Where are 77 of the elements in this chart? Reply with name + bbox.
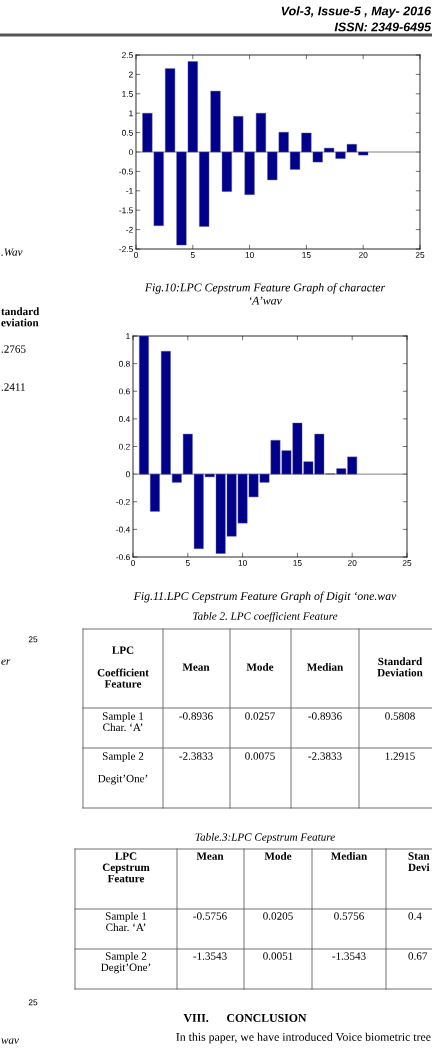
text: 0.5756 — [334, 912, 364, 920]
y-tick-label: -1.5 — [119, 207, 133, 214]
x-tick-label: 0 — [134, 252, 138, 258]
text: -1.3543 — [193, 952, 227, 960]
y-tick-label: 0.6 — [118, 388, 130, 395]
y-tick-label: 1 — [129, 110, 133, 117]
x-tick-label: 20 — [347, 560, 357, 566]
text: .2765 — [1, 345, 26, 353]
text: ISSN: 2349-6495 — [334, 22, 432, 32]
y-tick-label: 0 — [125, 471, 130, 478]
text: Stan Devi — [408, 852, 430, 872]
y-tick-label: -0.4 — [116, 526, 130, 533]
y-tick-label: -1 — [126, 188, 133, 194]
text: Standard Deviation — [377, 657, 423, 677]
y-tick-label: 0.4 — [118, 416, 130, 422]
text: 0.0051 — [263, 952, 293, 960]
text: Vol-3, Issue-5 , May- 2016 — [281, 6, 432, 18]
text: VIII. CONCLUSION — [183, 1014, 307, 1023]
y-tick-label: 1.5 — [122, 91, 133, 97]
text: Mean — [182, 663, 210, 671]
text: Sample 1 Char. ‘A’ — [102, 712, 144, 732]
y-tick-label: 1 — [126, 333, 130, 340]
text: -2.3833 — [308, 752, 342, 760]
text: 1.2915 — [385, 752, 415, 760]
text: 0.0257 — [245, 712, 275, 720]
x-tick-label: 15 — [293, 560, 302, 566]
y-tick-label: -0.5 — [119, 168, 133, 175]
text: Fig.10:LPC Cepstrum Feature Graph of character ‘A’wav — [144, 283, 386, 305]
text: Sample 1 Char. ‘A’ — [105, 912, 147, 932]
x-tick-label: 25 — [402, 560, 412, 566]
text: Mode — [246, 662, 274, 671]
x-tick-label: 20 — [358, 252, 368, 258]
text: LPC Coefficient Feature — [97, 646, 149, 688]
y-tick-label: 2.5 — [122, 52, 133, 59]
x-tick-label: 10 — [245, 252, 254, 258]
text: tandard eviation — [1, 307, 40, 327]
caption: Table 2. LPC coefficient Feature — [193, 611, 338, 623]
text: Median — [306, 662, 344, 671]
text: LPC Cepstrum Feature — [102, 852, 150, 883]
text: .Wav — [1, 248, 23, 256]
y-tick-label: -2.5 — [119, 246, 133, 253]
text: .2411 — [1, 383, 25, 391]
text: -1.3543 — [332, 952, 366, 960]
y-tick-label: 0.8 — [118, 360, 130, 367]
text: In this paper, we have introduced Voice biometric tree — [176, 1032, 431, 1044]
y-tick-label: -2 — [126, 226, 133, 233]
text: Sample 2 Degit’One’ — [98, 752, 148, 785]
text: Table.3:LPC Cepstrum Feature — [195, 832, 335, 844]
y-tick-label: -0.6 — [116, 554, 130, 561]
y-tick-label: 2 — [129, 71, 133, 78]
text: Sample 2 Degit’One’ — [101, 952, 151, 974]
text: er — [1, 659, 11, 665]
text: Median — [330, 852, 368, 860]
text: -0.8936 — [308, 712, 342, 720]
text: 0.0075 — [245, 752, 275, 760]
text: -2.3833 — [179, 752, 213, 760]
text: -0.8936 — [179, 712, 213, 720]
x-tick-label: 10 — [238, 560, 247, 566]
x-tick-label: 15 — [302, 252, 311, 258]
y-tick-label: -0.2 — [116, 498, 130, 505]
text: 0.67 — [408, 952, 428, 960]
y-tick-label: 0.2 — [118, 443, 130, 450]
text: 0.5808 — [385, 712, 415, 720]
x-tick-label: 5 — [190, 252, 195, 258]
text: 25 — [28, 636, 38, 643]
text: wav — [1, 1038, 19, 1044]
text: Fig.11.LPC Cepstrum Feature Graph of Digit ‘one.wav — [133, 591, 397, 603]
text: 25 — [28, 999, 38, 1006]
text: Mean — [196, 852, 224, 860]
y-tick-label: 0 — [128, 149, 133, 156]
text: 0.4 — [408, 912, 422, 920]
x-tick-label: 5 — [185, 560, 190, 566]
text: 0.0205 — [263, 912, 293, 920]
x-tick-label: 25 — [415, 252, 425, 258]
y-tick-label: 0.5 — [121, 129, 133, 136]
text: -0.5756 — [193, 912, 227, 920]
text: Mode — [264, 852, 292, 860]
